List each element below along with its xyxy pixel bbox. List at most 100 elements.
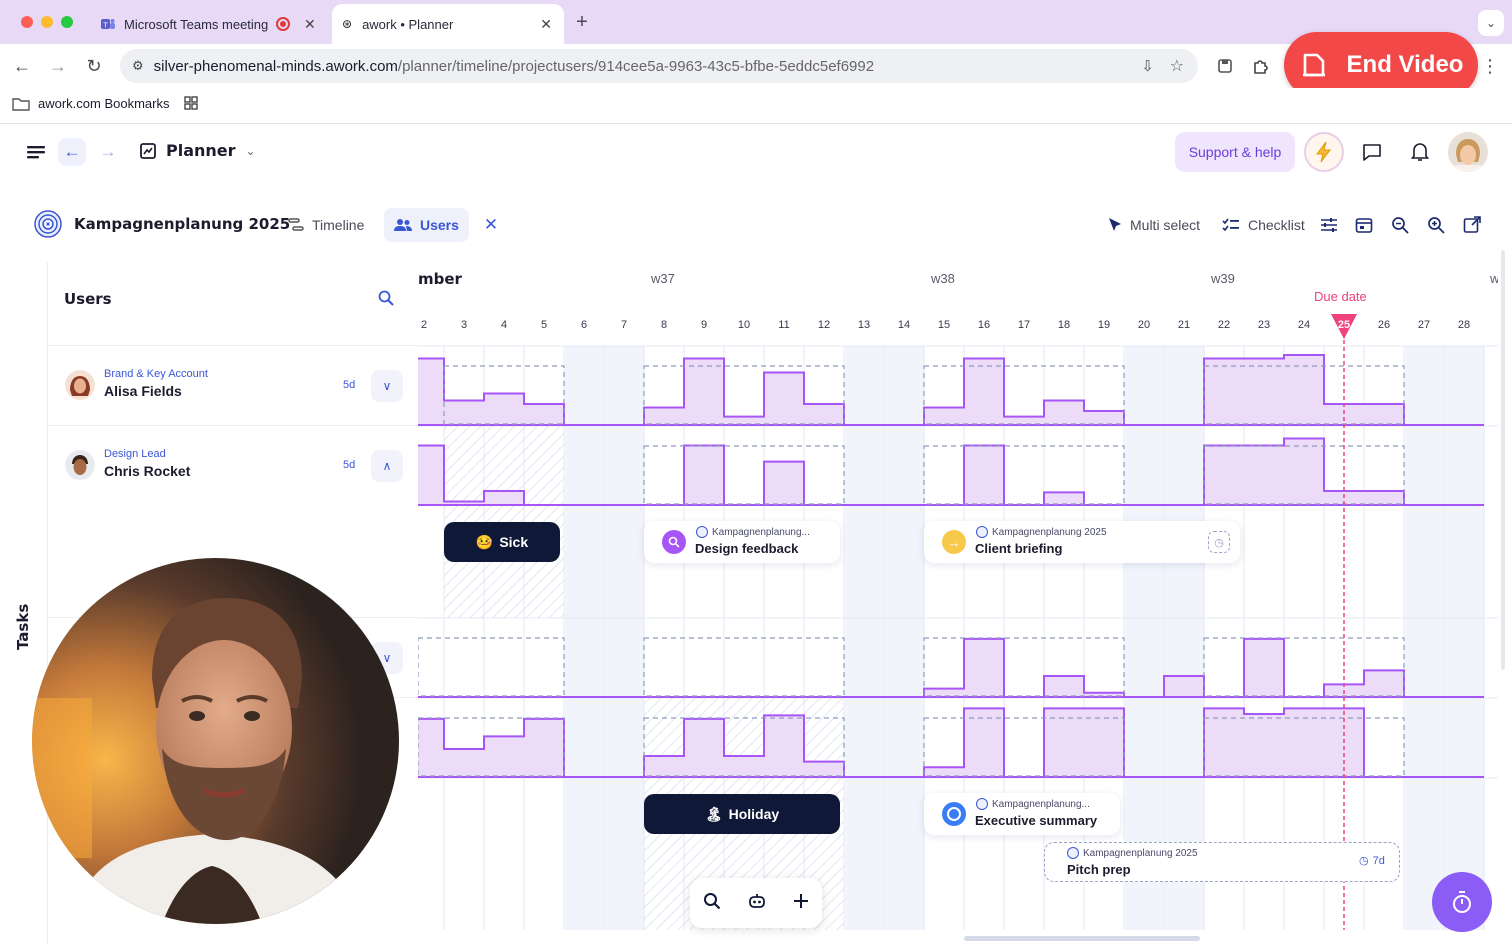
bookmark-folder[interactable]: awork.com Bookmarks <box>12 96 169 111</box>
apps-button[interactable] <box>184 96 198 113</box>
task-card[interactable]: Kampagnenplanung... Executive summary <box>924 793 1120 835</box>
close-tab-icon[interactable]: ✕ <box>304 15 316 32</box>
timer-icon[interactable]: ◷ <box>1208 531 1230 553</box>
filter-settings-button[interactable] <box>1318 214 1340 236</box>
time-tracking-button[interactable] <box>1432 872 1492 932</box>
address-bar[interactable]: ⚙ silver-phenomenal-minds.awork.com/plan… <box>120 49 1198 83</box>
user-avatar-icon <box>1448 132 1488 172</box>
collapse-user-button[interactable]: ∧ <box>371 450 403 482</box>
notifications-button[interactable] <box>1408 140 1432 164</box>
horizontal-scrollbar[interactable] <box>964 936 1200 941</box>
user-row[interactable]: Brand & Key Account Alisa Fields 5d ∨ <box>49 345 418 425</box>
tab-teams-meeting[interactable]: T Microsoft Teams meeting ✕ <box>88 4 328 44</box>
capacity-outline <box>443 365 565 425</box>
weekend-column <box>604 346 644 930</box>
open-external-button[interactable] <box>1461 214 1483 236</box>
tab-search-button[interactable]: ⌄ <box>1478 10 1504 36</box>
multi-select-button[interactable]: Multi select <box>1098 208 1210 242</box>
user-row[interactable]: Design Lead Chris Rocket 5d ∧ <box>49 425 418 617</box>
extensions-button[interactable] <box>1250 55 1272 77</box>
browser-menu-button[interactable]: ⋮ <box>1481 55 1499 77</box>
maximize-window-button[interactable] <box>61 16 73 28</box>
tasks-tab-label: Tasks <box>14 603 32 650</box>
quick-actions-button[interactable] <box>1304 132 1344 172</box>
close-view-button[interactable]: ✕ <box>478 212 504 238</box>
ai-assistant-button[interactable] <box>748 892 766 915</box>
day-label: 25 <box>1337 319 1351 331</box>
capacity-outline <box>1203 637 1405 697</box>
checklist-button[interactable]: Checklist <box>1212 208 1315 242</box>
save-icon <box>1218 59 1232 73</box>
minimize-window-button[interactable] <box>41 16 53 28</box>
day-label: 20 <box>1137 319 1151 331</box>
tab-awork-planner[interactable]: ⊛ awork • Planner ✕ <box>332 4 564 44</box>
stopwatch-icon <box>1453 891 1471 913</box>
save-page-button[interactable] <box>1214 55 1236 77</box>
timeline-grid[interactable]: mber w37 w38 w39 w Due date 2 3 4 5 6 7 8 9 10 11… <box>418 262 1498 930</box>
day-label: 10 <box>737 319 751 331</box>
zoom-out-button[interactable] <box>1389 214 1411 236</box>
search-users-button[interactable] <box>372 284 400 312</box>
task-duration: ◷ 7d <box>1359 854 1385 868</box>
zoom-in-button[interactable] <box>1425 214 1447 236</box>
external-link-icon <box>1463 216 1481 233</box>
bookmark-star-icon[interactable]: ☆ <box>1169 58 1184 75</box>
day-label: 26 <box>1377 319 1391 331</box>
install-app-icon[interactable]: ⇩ <box>1141 58 1154 75</box>
forward-button[interactable]: → <box>46 54 70 78</box>
day-label: 11 <box>778 319 790 331</box>
week-label: w38 <box>931 271 955 286</box>
day-label: 22 <box>1217 319 1231 331</box>
planner-switcher[interactable]: Planner ⌄ <box>140 141 256 160</box>
reload-button[interactable]: ↻ <box>82 54 106 78</box>
task-card[interactable]: Kampagnenplanung... Design feedback <box>644 521 840 563</box>
tasks-side-tab[interactable]: Tasks <box>0 262 48 944</box>
jump-to-date-button[interactable] <box>1353 214 1375 236</box>
browser-tab-bar: T Microsoft Teams meeting ✕ ⊛ awork • Pl… <box>0 0 1512 44</box>
project-spiral-icon <box>696 526 708 538</box>
task-name: Executive summary <box>975 813 1098 828</box>
video-off-icon <box>1302 53 1325 77</box>
weekend-column <box>1444 346 1484 930</box>
avatar <box>65 370 95 400</box>
user-role: Design Lead <box>104 448 166 460</box>
add-button[interactable] <box>793 893 809 914</box>
close-window-button[interactable] <box>21 16 33 28</box>
nav-forward-button[interactable]: → <box>94 138 122 166</box>
absence-holiday[interactable]: 🏝 Holiday <box>644 794 840 834</box>
search-button[interactable] <box>703 892 721 915</box>
chevron-up-icon: ∧ <box>382 459 392 473</box>
close-tab-icon[interactable]: ✕ <box>540 15 552 32</box>
end-video-button[interactable]: End Video <box>1284 32 1478 98</box>
day-label: 21 <box>1177 319 1191 331</box>
tab-users[interactable]: Users <box>384 208 469 242</box>
day-label: 8 <box>660 319 668 331</box>
menu-button[interactable] <box>26 142 46 162</box>
project-spiral-icon <box>34 210 62 238</box>
cursor-icon <box>1109 218 1121 231</box>
day-label: 5 <box>540 319 548 331</box>
site-settings-icon[interactable]: ⚙ <box>132 58 144 73</box>
nav-back-button[interactable]: ← <box>58 138 86 166</box>
absence-sick[interactable]: 🤒 Sick <box>444 522 560 562</box>
back-button[interactable]: ← <box>10 54 34 78</box>
close-icon: ✕ <box>483 215 499 234</box>
webcam-video-overlay[interactable] <box>32 558 399 924</box>
day-label: 17 <box>1017 319 1031 331</box>
day-label: 2 <box>420 319 428 331</box>
avatar[interactable] <box>1448 132 1488 172</box>
user-workload-duration: 5d <box>343 379 356 391</box>
search-icon <box>378 290 394 306</box>
vertical-scrollbar[interactable] <box>1501 250 1505 670</box>
new-tab-button[interactable]: + <box>576 10 588 33</box>
puzzle-icon <box>1254 60 1268 74</box>
capacity-outline <box>1203 365 1405 425</box>
task-card-draft[interactable]: Kampagnenplanung 2025 Pitch prep ◷ 7d <box>1044 842 1400 882</box>
tab-timeline[interactable]: Timeline <box>278 208 374 242</box>
chat-button[interactable] <box>1360 140 1384 164</box>
weekend-column <box>844 346 884 930</box>
expand-user-button[interactable]: ∨ <box>371 370 403 402</box>
task-card[interactable]: → Kampagnenplanung 2025 Client briefing … <box>924 521 1240 563</box>
day-label: 4 <box>500 319 508 331</box>
support-button[interactable]: Support & help <box>1175 132 1295 172</box>
